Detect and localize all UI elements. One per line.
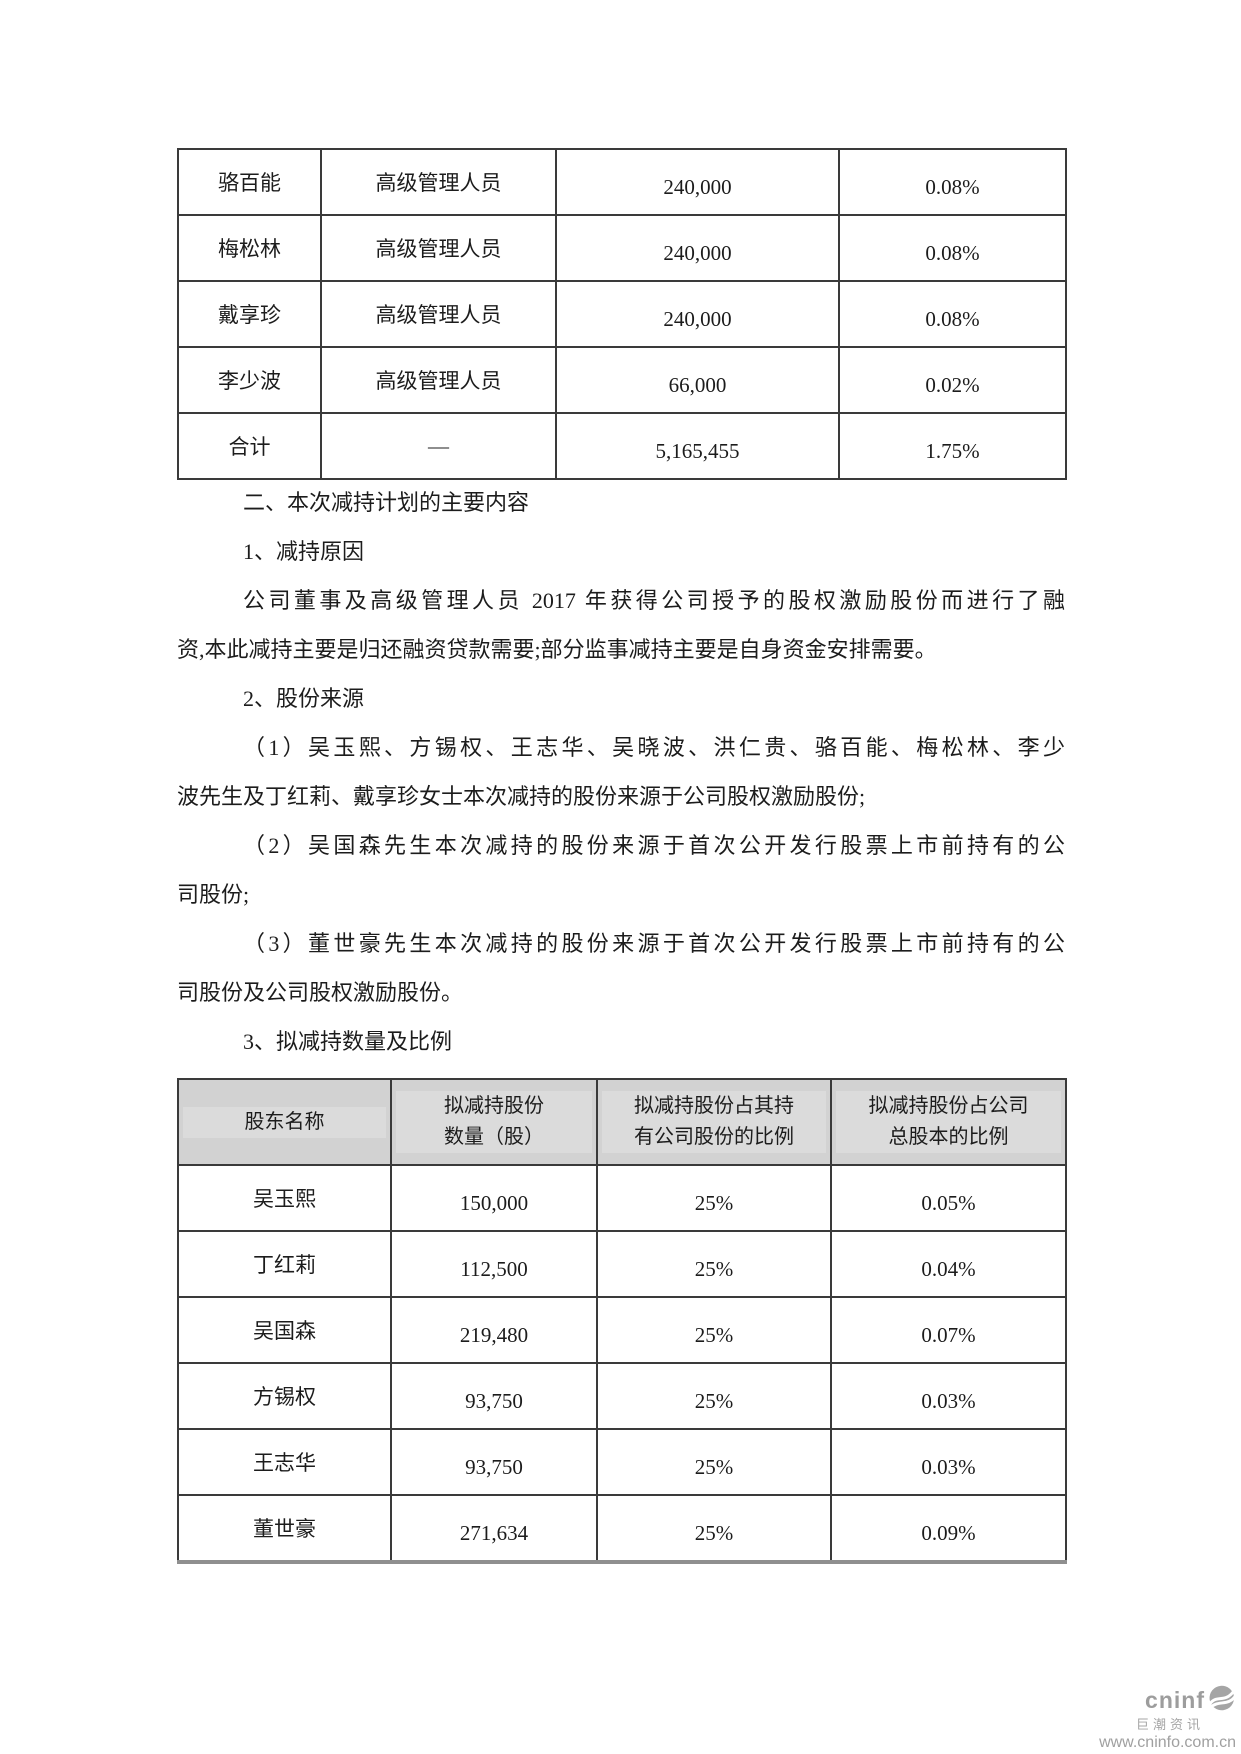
reduction-own-ratio-cell: 25% [596, 1494, 832, 1563]
holder-position-cell: 高级管理人员 [320, 214, 557, 282]
header-line-2: 有公司股份的比例 [602, 1122, 826, 1153]
shareholder-name-cell: 王志华 [177, 1428, 392, 1496]
reduction-total-ratio-cell: 0.09% [830, 1494, 1067, 1563]
cninfo-watermark: cninf 巨潮资讯 www.cninfo.com.cn [1099, 1683, 1237, 1751]
header-line-1: 拟减持股份 [396, 1091, 592, 1122]
holder-name-cell: 戴享珍 [177, 280, 322, 348]
reduction-shares-cell: 271,634 [390, 1494, 598, 1563]
cninfo-brand-text: cninf [1145, 1686, 1205, 1713]
body-text-line: 2、股份来源 [243, 686, 365, 711]
table-row: 骆百能 高级管理人员 240,000 0.08% [177, 148, 1067, 216]
body-text-line: 资,本此减持主要是归还融资贷款需要;部分监事减持主要是自身资金安排需要。 [177, 637, 937, 662]
cninfo-swirl-icon [1206, 1683, 1237, 1718]
shareholder-name-cell: 方锡权 [177, 1362, 392, 1430]
holder-position-cell: 高级管理人员 [320, 148, 557, 216]
reduction-shares-cell: 93,750 [390, 1428, 598, 1496]
header-line-2: 总股本的比例 [836, 1122, 1061, 1153]
holder-name-cell: 李少波 [177, 346, 322, 414]
holder-name-cell: 合计 [177, 412, 322, 480]
holder-name-cell: 梅松林 [177, 214, 322, 282]
holder-name-cell: 骆百能 [177, 148, 322, 216]
reduction-total-ratio-cell: 0.03% [830, 1428, 1067, 1496]
body-text: 二、本次减持计划的主要内容 1、减持原因公司董事及高级管理人员 2017 年获得公… [177, 478, 1065, 1066]
reduction-shares-cell: 219,480 [390, 1296, 598, 1364]
table-header-cell: 拟减持股份 数量（股） [390, 1078, 598, 1166]
holder-percent-cell: 0.08% [838, 214, 1067, 282]
table-row: 方锡权 93,750 25% 0.03% [177, 1362, 1067, 1430]
reduction-own-ratio-cell: 25% [596, 1362, 832, 1430]
shareholder-name-cell: 吴玉熙 [177, 1164, 392, 1232]
reduction-own-ratio-cell: 25% [596, 1230, 832, 1298]
cninfo-site-name: 巨潮资讯 [1135, 1717, 1204, 1732]
reduction-total-ratio-cell: 0.07% [830, 1296, 1067, 1364]
table-row: 戴享珍 高级管理人员 240,000 0.08% [177, 280, 1067, 348]
holders-shareholding-table: 骆百能 高级管理人员 240,000 0.08% 梅松林 高级管理人员 240,… [177, 148, 1067, 480]
table-row: 李少波 高级管理人员 66,000 0.02% [177, 346, 1067, 414]
body-text-line: 3、拟减持数量及比例 [243, 1029, 453, 1054]
body-text-line: 波先生及丁红莉、戴享珍女士本次减持的股份来源于公司股权激励股份; [177, 784, 866, 809]
table-row: 梅松林 高级管理人员 240,000 0.08% [177, 214, 1067, 282]
table-header-cell: 股东名称 [177, 1078, 392, 1166]
reduction-shares-cell: 150,000 [390, 1164, 598, 1232]
holder-percent-cell: 0.02% [838, 346, 1067, 414]
shareholder-name-cell: 吴国森 [177, 1296, 392, 1364]
reduction-total-ratio-cell: 0.04% [830, 1230, 1067, 1298]
table-header-cell: 拟减持股份占公司 总股本的比例 [830, 1078, 1067, 1166]
holder-shares-cell: 5,165,455 [555, 412, 840, 480]
table-header-row: 股东名称 拟减持股份 数量（股） 拟减持股份占其持 有公司股份的比例 拟减持股份… [177, 1078, 1067, 1166]
holder-percent-cell: 0.08% [838, 280, 1067, 348]
holder-percent-cell: 0.08% [838, 148, 1067, 216]
table-row: 合计 — 5,165,455 1.75% [177, 412, 1067, 480]
holder-position-cell: 高级管理人员 [320, 346, 557, 414]
reduction-own-ratio-cell: 25% [596, 1428, 832, 1496]
table-row: 吴玉熙 150,000 25% 0.05% [177, 1164, 1067, 1232]
holder-percent-cell: 1.75% [838, 412, 1067, 480]
shareholder-name-cell: 丁红莉 [177, 1230, 392, 1298]
header-line-1: 拟减持股份占其持 [602, 1091, 826, 1122]
table-row: 王志华 93,750 25% 0.03% [177, 1428, 1067, 1496]
shareholder-name-cell: 董世豪 [177, 1494, 392, 1563]
header-line-2: 数量（股） [396, 1122, 592, 1153]
header-line-1: 股东名称 [183, 1106, 386, 1138]
body-text-line: 公司董事及高级管理人员 2017 年获得公司授予的股权激励股份而进行了融 [243, 588, 1065, 613]
table-row: 董世豪 271,634 25% 0.09% [177, 1494, 1067, 1563]
reduction-shares-cell: 112,500 [390, 1230, 598, 1298]
body-text-line: （1）吴玉熙、方锡权、王志华、吴晓波、洪仁贵、骆百能、梅松林、李少 [243, 735, 1065, 760]
cninfo-site-url: www.cninfo.com.cn [1099, 1734, 1236, 1751]
holder-shares-cell: 240,000 [555, 280, 840, 348]
holder-shares-cell: 240,000 [555, 148, 840, 216]
holder-shares-cell: 66,000 [555, 346, 840, 414]
table-header-cell: 拟减持股份占其持 有公司股份的比例 [596, 1078, 832, 1166]
reduction-own-ratio-cell: 25% [596, 1164, 832, 1232]
body-text-line: 1、减持原因 [243, 539, 365, 564]
reduction-own-ratio-cell: 25% [596, 1296, 832, 1364]
table-row: 吴国森 219,480 25% 0.07% [177, 1296, 1067, 1364]
reduction-shares-cell: 93,750 [390, 1362, 598, 1430]
body-text-line: 司股份及公司股权激励股份。 [177, 980, 464, 1005]
body-text-line: （3）董世豪先生本次减持的股份来源于首次公开发行股票上市前持有的公 [243, 931, 1065, 956]
cninfo-brand-row: cninf [1099, 1683, 1237, 1718]
planned-reduction-table: 股东名称 拟减持股份 数量（股） 拟减持股份占其持 有公司股份的比例 拟减持股份… [177, 1078, 1067, 1564]
table-row: 丁红莉 112,500 25% 0.04% [177, 1230, 1067, 1298]
body-text-line: 司股份; [177, 882, 250, 907]
body-text-line: （2）吴国森先生本次减持的股份来源于首次公开发行股票上市前持有的公 [243, 833, 1065, 858]
body-text-line: 二、本次减持计划的主要内容 [243, 490, 530, 515]
holder-position-cell: 高级管理人员 [320, 280, 557, 348]
reduction-total-ratio-cell: 0.03% [830, 1362, 1067, 1430]
header-line-1: 拟减持股份占公司 [836, 1091, 1061, 1122]
reduction-total-ratio-cell: 0.05% [830, 1164, 1067, 1232]
holder-position-cell: — [320, 412, 557, 480]
holder-shares-cell: 240,000 [555, 214, 840, 282]
